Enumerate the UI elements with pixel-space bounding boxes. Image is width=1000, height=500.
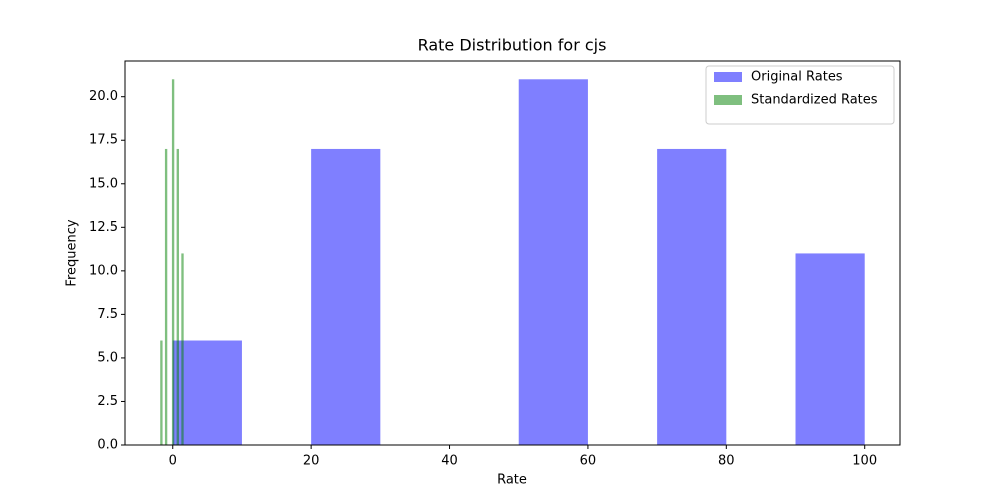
histogram-bar — [657, 148, 727, 446]
x-axis-label: Rate — [497, 473, 527, 488]
y-tick-label: 7.5 — [97, 307, 118, 322]
legend-swatch — [714, 95, 742, 105]
histogram-bar — [164, 148, 168, 446]
histogram-bar — [172, 340, 242, 445]
x-tick-label: 40 — [441, 454, 458, 469]
y-tick-label: 10.0 — [89, 263, 118, 278]
x-tick-label: 20 — [303, 454, 320, 469]
y-tick-label: 17.5 — [89, 133, 118, 148]
x-tick-label: 80 — [718, 454, 735, 469]
y-tick-label: 15.0 — [89, 176, 118, 191]
histogram-bar — [160, 340, 163, 445]
legend-box — [705, 65, 895, 125]
legend-swatch — [714, 72, 742, 82]
histogram-bar — [176, 148, 179, 446]
legend-label: Original Rates — [751, 70, 843, 85]
x-tick-label: 100 — [852, 454, 877, 469]
y-tick-label: 20.0 — [89, 89, 118, 104]
histogram-bar — [181, 253, 184, 445]
y-axis-label: Frequency — [65, 219, 80, 286]
y-tick-label: 2.5 — [97, 394, 118, 409]
legend-label: Standardized Rates — [751, 93, 878, 108]
y-tick-label: 5.0 — [97, 350, 118, 365]
histogram-bar — [518, 79, 588, 446]
histogram-bar — [171, 79, 175, 446]
histogram-bar — [311, 148, 381, 446]
x-tick-label: 60 — [580, 454, 597, 469]
x-tick-label: 0 — [169, 454, 177, 469]
y-tick-label: 12.5 — [89, 220, 118, 235]
y-tick-label: 0.0 — [97, 438, 118, 453]
histogram-bar — [795, 253, 865, 445]
chart-title: Rate Distribution for cjs — [418, 36, 607, 55]
axes-frame — [124, 60, 901, 446]
